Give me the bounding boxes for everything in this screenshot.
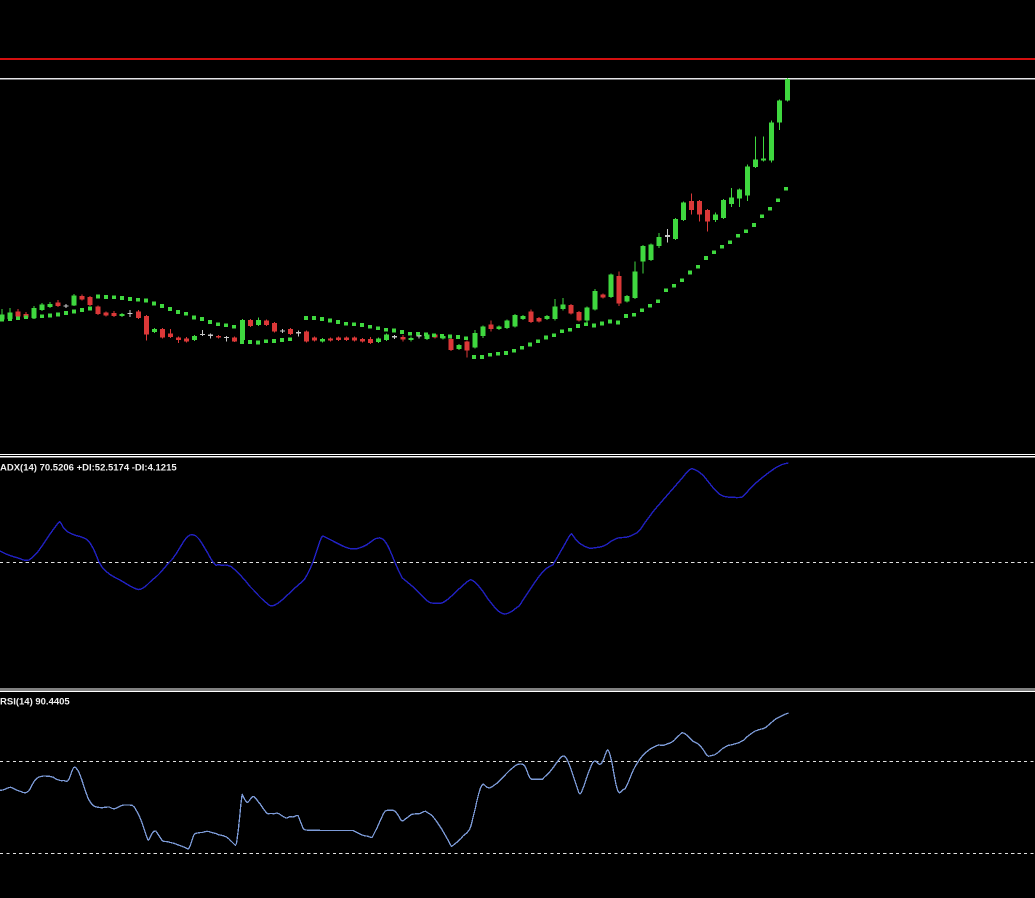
- svg-text:ADX(14) 70.5206 +DI:52.5174 -D: ADX(14) 70.5206 +DI:52.5174 -DI:4.1215: [0, 463, 177, 474]
- svg-text:RSI(14) 90.4405: RSI(14) 90.4405: [0, 697, 70, 708]
